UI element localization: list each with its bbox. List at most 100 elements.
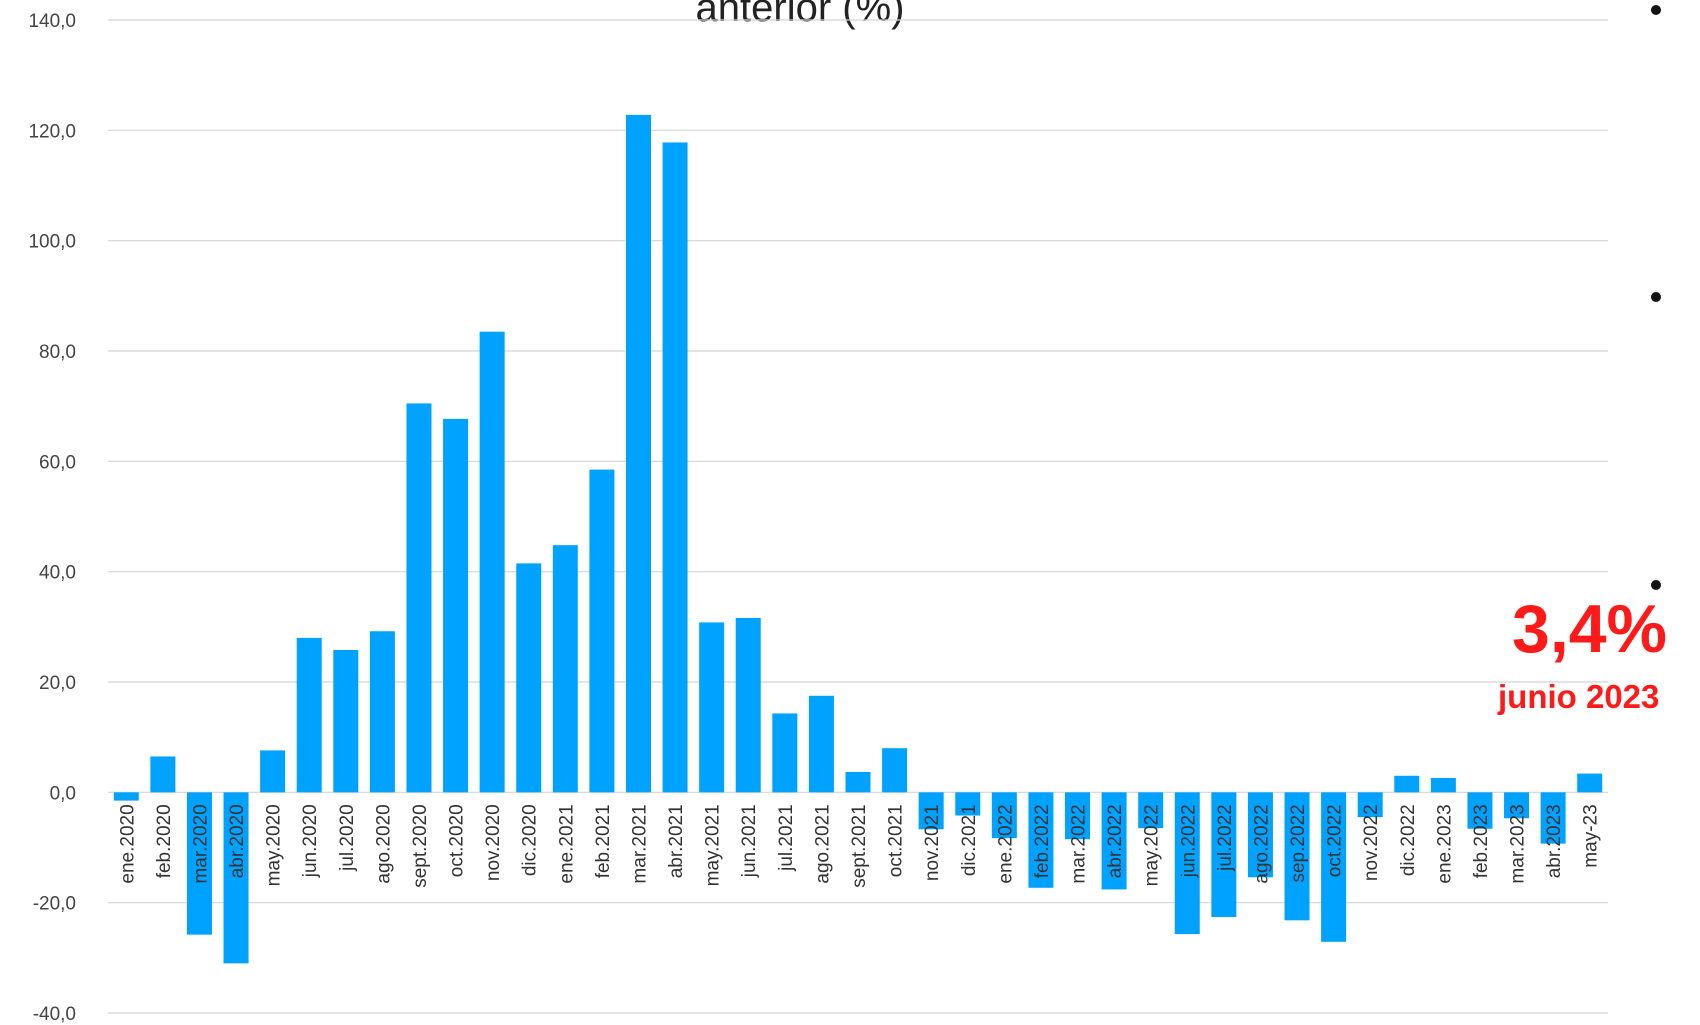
x-tick-label: abr.2023 xyxy=(1544,804,1565,878)
x-tick-label: dic.2020 xyxy=(520,804,541,876)
chart-title: anterior (%) xyxy=(695,0,905,30)
y-tick-label: -40,0 xyxy=(33,1004,76,1025)
highlight-value: 3,4% xyxy=(1512,591,1667,667)
bar xyxy=(735,618,761,793)
x-tick-label: ene.2021 xyxy=(556,804,577,883)
x-tick-label: nov.2022 xyxy=(1361,804,1382,881)
bar xyxy=(772,713,798,793)
x-tick-label: jun.2022 xyxy=(1178,804,1199,878)
x-tick-label: dic.2022 xyxy=(1398,804,1419,876)
x-tick-label: may.2020 xyxy=(264,804,285,886)
bar xyxy=(186,792,212,935)
y-tick-label: 0,0 xyxy=(50,783,76,804)
bar xyxy=(260,750,286,793)
x-tick-label: jul.2021 xyxy=(776,804,797,872)
x-tick-label: ago.2020 xyxy=(373,804,394,883)
x-tick-label: abr.2021 xyxy=(666,804,687,878)
x-tick-label: mar.2023 xyxy=(1508,804,1529,883)
x-tick-label: oct.2021 xyxy=(886,804,907,877)
x-tick-label: nov.2021 xyxy=(922,804,943,881)
x-tick-label: ene.2023 xyxy=(1434,804,1455,883)
x-tick-label: abr.2022 xyxy=(1105,804,1126,878)
bar xyxy=(296,637,322,793)
y-tick-label: 140,0 xyxy=(28,11,76,32)
bar xyxy=(1028,792,1054,888)
bar xyxy=(1430,777,1456,793)
bar xyxy=(955,792,981,816)
bar xyxy=(1138,792,1164,829)
x-tick-label: ago.2021 xyxy=(812,804,833,883)
x-tick-label: may.2022 xyxy=(1142,804,1163,886)
y-tick-label: 80,0 xyxy=(39,342,76,363)
x-tick-label: jul.2020 xyxy=(337,804,358,872)
y-tick-label: 40,0 xyxy=(39,563,76,584)
bar xyxy=(918,792,944,830)
bar xyxy=(1467,792,1493,829)
bar xyxy=(1321,792,1347,942)
x-tick-label: feb.2022 xyxy=(1032,804,1053,878)
bullet-marker xyxy=(1651,292,1661,302)
x-tick-label: sept.2020 xyxy=(410,804,431,887)
x-tick-label: mar.2021 xyxy=(629,804,650,883)
x-tick-label: may.2021 xyxy=(703,804,724,886)
x-tick-label: mar.2020 xyxy=(190,804,211,883)
bar xyxy=(1577,773,1603,793)
bar xyxy=(223,792,249,964)
bar xyxy=(699,622,725,793)
bar xyxy=(1504,792,1530,819)
bar xyxy=(369,631,395,793)
y-tick-label: 60,0 xyxy=(39,452,76,473)
bar xyxy=(1211,792,1237,918)
x-tick-label: feb.2020 xyxy=(154,804,175,878)
bar xyxy=(625,114,651,793)
bar xyxy=(1247,792,1273,878)
bar-series xyxy=(113,114,1603,964)
bar xyxy=(1101,792,1127,890)
bar xyxy=(113,792,139,801)
y-tick-label: -20,0 xyxy=(33,894,76,915)
bar xyxy=(882,748,908,793)
x-tick-label: jul.2022 xyxy=(1215,804,1236,872)
y-tick-label: 120,0 xyxy=(28,121,76,142)
bar xyxy=(150,756,176,793)
bar xyxy=(845,771,871,793)
bar xyxy=(552,545,578,793)
bar xyxy=(1394,775,1420,793)
x-tick-label: feb.2021 xyxy=(593,804,614,878)
y-axis-labels: 140,0 120,0 100,0 80,0 60,0 40,0 20,0 0,0 -20,0 -… xyxy=(28,11,76,1025)
x-tick-label: oct.2020 xyxy=(447,804,468,877)
bar xyxy=(516,563,542,793)
x-tick-label: dic.2021 xyxy=(959,804,980,876)
x-tick-label: feb.2023 xyxy=(1471,804,1492,878)
bar xyxy=(991,792,1017,839)
x-tick-label: jun.2021 xyxy=(739,804,760,878)
x-tick-label: may-23 xyxy=(1581,804,1602,867)
bar xyxy=(1284,792,1310,921)
x-tick-label: ene.2022 xyxy=(995,804,1016,883)
bar xyxy=(406,403,432,793)
x-tick-label: jun.2020 xyxy=(300,804,321,878)
x-tick-label: ago.2022 xyxy=(1251,804,1272,883)
x-tick-label: sept.2021 xyxy=(849,804,870,887)
x-tick-label: ene.2020 xyxy=(117,804,138,883)
bar xyxy=(808,695,834,793)
x-tick-label: nov.2020 xyxy=(483,804,504,881)
y-tick-label: 20,0 xyxy=(39,673,76,694)
bar xyxy=(479,331,505,793)
x-tick-label: sep.2022 xyxy=(1288,804,1309,882)
bar xyxy=(1540,792,1566,844)
bar xyxy=(1357,792,1383,818)
bullet-marker xyxy=(1651,580,1661,590)
bar xyxy=(443,418,469,793)
bar xyxy=(589,469,615,793)
bar xyxy=(662,142,688,793)
x-tick-label: abr.2020 xyxy=(227,804,248,878)
x-tick-label: oct.2022 xyxy=(1325,804,1346,877)
bar xyxy=(1174,792,1200,935)
bullet-marker xyxy=(1651,5,1661,15)
bar xyxy=(333,650,359,793)
bar xyxy=(1065,792,1091,840)
highlight-period: junio 2023 xyxy=(1498,678,1660,715)
y-tick-label: 100,0 xyxy=(28,232,76,253)
